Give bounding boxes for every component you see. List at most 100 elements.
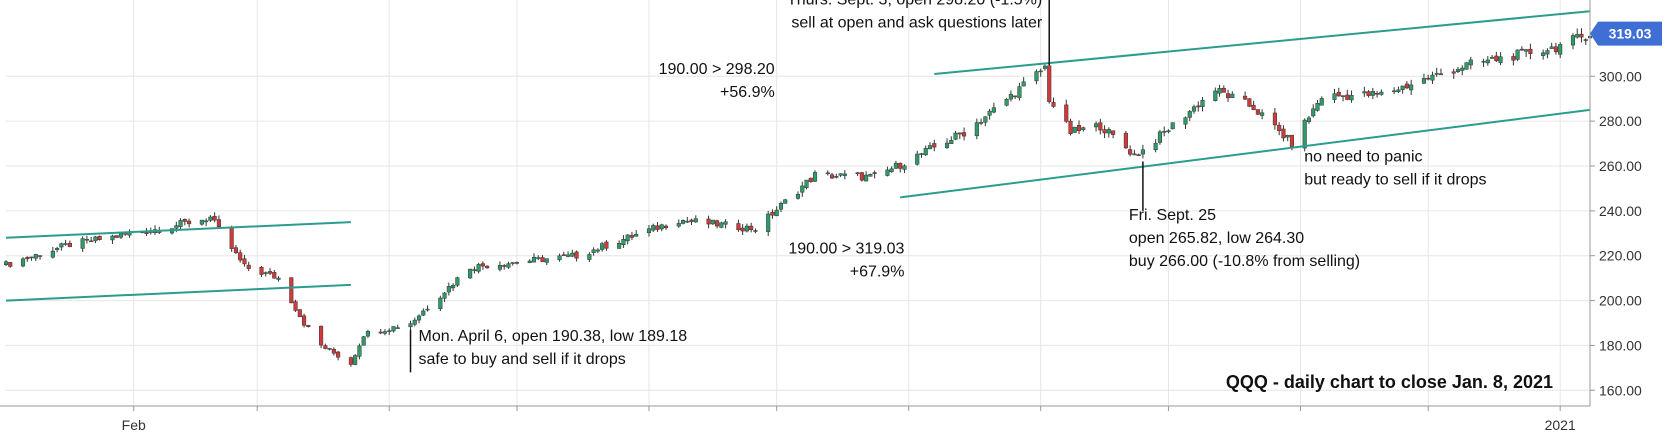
candle [1515, 49, 1520, 62]
candle-body [1081, 127, 1086, 131]
candle-body [587, 254, 592, 260]
candle-body [685, 220, 690, 223]
candle-body [1575, 34, 1580, 38]
candle [510, 262, 515, 266]
candle-body [774, 209, 779, 217]
thurs-sept-3-annotation: Thurs. Sept. 3, open 298.20 (-1.5%) sell … [787, 0, 1043, 31]
candle [412, 317, 417, 327]
candle [416, 314, 422, 324]
candle [693, 215, 698, 223]
candle [1217, 84, 1222, 97]
last-price-label: 319.03 [1609, 26, 1652, 42]
candle-body [1426, 77, 1431, 80]
candle [1464, 62, 1469, 70]
candle-body [1379, 91, 1384, 95]
annotation-line: +56.9% [720, 84, 775, 101]
candle-body [574, 251, 579, 259]
candle-body [323, 345, 328, 349]
candle [1583, 38, 1588, 45]
candle [983, 116, 988, 127]
candle-body [1362, 91, 1367, 94]
candle-body [634, 233, 639, 237]
candle [293, 299, 298, 312]
candle-body [421, 310, 426, 316]
candle [451, 283, 456, 292]
candle-body [97, 235, 102, 240]
candle [480, 261, 485, 270]
candle-body [778, 203, 784, 210]
candle [923, 145, 928, 157]
candle-body [566, 254, 571, 257]
candle-body [834, 176, 839, 178]
candle-body [1013, 95, 1018, 98]
candle-body [29, 256, 34, 259]
candle [1076, 120, 1082, 135]
candle [595, 248, 600, 254]
candle-body [1004, 99, 1009, 106]
candle-body [1170, 122, 1175, 130]
candle-body [1464, 62, 1469, 70]
candle [497, 261, 502, 272]
candle-body [808, 177, 813, 182]
candle-body [319, 325, 324, 346]
candle-body [1272, 112, 1277, 126]
candle [238, 249, 243, 263]
x-tick-label: 2021 [1545, 417, 1576, 433]
candle [974, 118, 979, 140]
candle [778, 201, 784, 213]
candle-body [263, 272, 268, 274]
candle [382, 329, 388, 336]
candle-body [1468, 59, 1473, 66]
candle-body [783, 199, 788, 204]
candle-body [1064, 104, 1069, 122]
candle-body [182, 219, 187, 222]
candle-body [1332, 93, 1337, 100]
candle [1004, 97, 1009, 107]
candle-body [795, 193, 801, 199]
candle [1038, 68, 1043, 77]
candle-body [144, 232, 149, 235]
y-tick-label: 160.00 [1599, 382, 1642, 398]
candle-body [1255, 109, 1260, 115]
candle-body [1460, 67, 1465, 71]
candle-body [20, 258, 26, 267]
candle [1345, 89, 1350, 101]
candle-body [804, 179, 809, 188]
candle [1524, 49, 1529, 57]
candle-body [689, 219, 694, 222]
candle-body [416, 315, 422, 321]
candle-body [331, 349, 336, 354]
candle [710, 219, 715, 225]
candle-body [663, 225, 669, 228]
candle-body [1136, 154, 1141, 156]
candle [1008, 90, 1013, 102]
candle [306, 324, 311, 328]
candle-body [710, 219, 715, 225]
candle-body [1285, 135, 1290, 138]
candle-body [600, 243, 605, 250]
candle-body [766, 213, 771, 232]
candle [783, 198, 788, 204]
candle-body [1196, 105, 1201, 108]
candle [834, 173, 839, 179]
candle-body [1430, 74, 1435, 81]
candle-body [327, 348, 332, 350]
candle-body [749, 225, 754, 231]
annotation-line: Thurs. Sept. 3, open 298.20 (-1.5%) [787, 0, 1042, 8]
candle [297, 309, 302, 318]
candle-body [1570, 35, 1576, 46]
candle [1153, 139, 1158, 153]
candle-body [1400, 85, 1405, 90]
candle [1379, 89, 1384, 96]
candle-body [1217, 87, 1222, 94]
candle [540, 255, 545, 263]
candle-body [238, 252, 243, 261]
candle-body [715, 220, 720, 227]
candle-body [446, 286, 451, 293]
candle-body [480, 263, 485, 267]
candle [706, 215, 711, 229]
candle-body [953, 132, 958, 140]
candle-body [1226, 93, 1231, 99]
chart-title: QQQ - daily chart to close Jan. 8, 2021 [1226, 372, 1553, 392]
